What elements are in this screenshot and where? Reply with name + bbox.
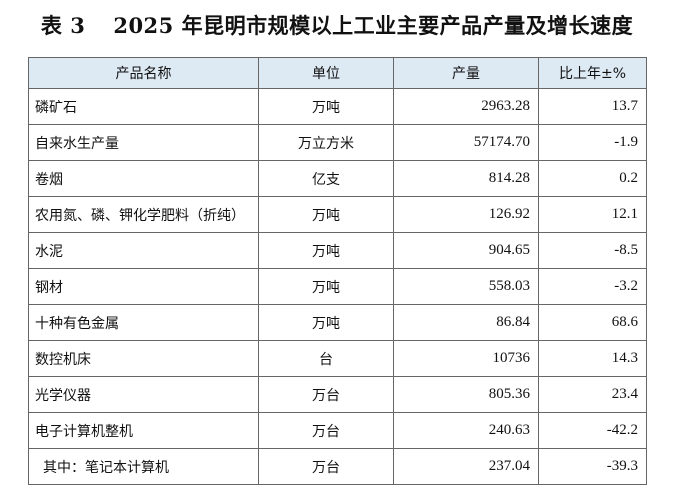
cell-unit: 亿支	[258, 160, 394, 197]
table-number: 表 3	[40, 13, 86, 38]
header-growth: 比上年±%	[538, 57, 647, 89]
cell-unit: 万吨	[258, 268, 394, 305]
table-row: 磷矿石 万吨 2963.28 13.7	[28, 88, 647, 125]
cell-unit: 万吨	[258, 232, 394, 269]
table-row: 钢材 万吨 558.03 -3.2	[28, 268, 647, 305]
cell-unit: 万吨	[258, 196, 394, 233]
table-row: 电子计算机整机 万台 240.63 -42.2	[28, 412, 647, 449]
cell-product-name: 十种有色金属	[28, 304, 259, 341]
cell-product-name: 卷烟	[28, 160, 259, 197]
cell-growth: 12.1	[538, 196, 647, 233]
cell-product-name: 水泥	[28, 232, 259, 269]
cell-quantity: 904.65	[393, 232, 539, 269]
cell-growth: -1.9	[538, 124, 647, 161]
header-quantity: 产量	[393, 57, 539, 89]
cell-growth: -8.5	[538, 232, 647, 269]
cell-growth: 68.6	[538, 304, 647, 341]
cell-quantity: 10736	[393, 340, 539, 377]
cell-growth: 14.3	[538, 340, 647, 377]
cell-quantity: 126.92	[393, 196, 539, 233]
cell-quantity: 558.03	[393, 268, 539, 305]
cell-quantity: 805.36	[393, 376, 539, 413]
cell-product-name: 农用氮、磷、钾化学肥料（折纯）	[28, 196, 259, 233]
header-product-name: 产品名称	[28, 57, 259, 89]
table-row: 自来水生产量 万立方米 57174.70 -1.9	[28, 124, 647, 161]
cell-growth: -39.3	[538, 448, 647, 485]
cell-unit: 万台	[258, 448, 394, 485]
cell-quantity: 240.63	[393, 412, 539, 449]
table-row: 其中：笔记本计算机 万台 237.04 -39.3	[28, 448, 647, 485]
cell-growth: 23.4	[538, 376, 647, 413]
cell-unit: 万吨	[258, 304, 394, 341]
cell-product-name: 其中：笔记本计算机	[28, 448, 259, 485]
cell-unit: 万立方米	[258, 124, 394, 161]
table-title-text: 2025 年昆明市规模以上工业主要产品产量及增长速度	[113, 13, 634, 38]
cell-quantity: 57174.70	[393, 124, 539, 161]
cell-product-name: 光学仪器	[28, 376, 259, 413]
cell-quantity: 86.84	[393, 304, 539, 341]
table-row: 水泥 万吨 904.65 -8.5	[28, 232, 647, 269]
cell-product-name: 磷矿石	[28, 88, 259, 125]
cell-product-name: 钢材	[28, 268, 259, 305]
cell-product-name: 电子计算机整机	[28, 412, 259, 449]
product-output-table: 产品名称 单位 产量 比上年±% 磷矿石 万吨 2963.28 13.7 自来水…	[28, 57, 647, 485]
table-row: 光学仪器 万台 805.36 23.4	[28, 376, 647, 413]
table-row: 数控机床 台 10736 14.3	[28, 340, 647, 377]
table-row: 十种有色金属 万吨 86.84 68.6	[28, 304, 647, 341]
cell-growth: 0.2	[538, 160, 647, 197]
cell-quantity: 237.04	[393, 448, 539, 485]
cell-quantity: 2963.28	[393, 88, 539, 125]
cell-unit: 万台	[258, 376, 394, 413]
header-unit: 单位	[258, 57, 394, 89]
cell-growth: -42.2	[538, 412, 647, 449]
table-header-row: 产品名称 单位 产量 比上年±%	[28, 57, 647, 89]
table-title: 表 3 2025 年昆明市规模以上工业主要产品产量及增长速度	[0, 10, 674, 42]
cell-unit: 台	[258, 340, 394, 377]
table-row: 农用氮、磷、钾化学肥料（折纯） 万吨 126.92 12.1	[28, 196, 647, 233]
cell-unit: 万台	[258, 412, 394, 449]
cell-growth: 13.7	[538, 88, 647, 125]
table-row: 卷烟 亿支 814.28 0.2	[28, 160, 647, 197]
cell-quantity: 814.28	[393, 160, 539, 197]
cell-unit: 万吨	[258, 88, 394, 125]
cell-product-name: 自来水生产量	[28, 124, 259, 161]
cell-growth: -3.2	[538, 268, 647, 305]
cell-product-name: 数控机床	[28, 340, 259, 377]
